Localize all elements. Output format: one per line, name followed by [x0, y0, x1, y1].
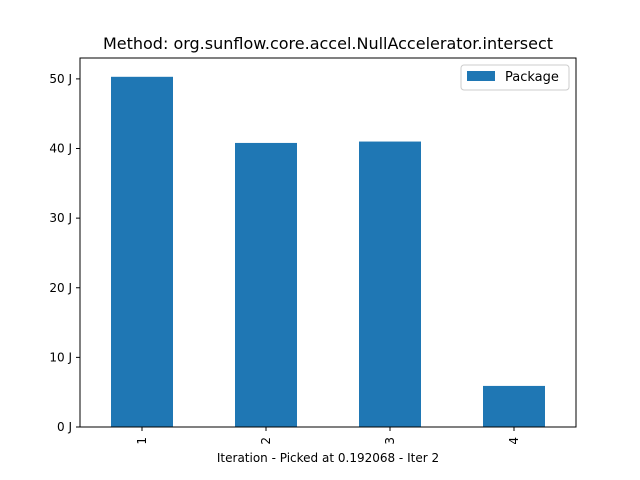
x-axis: 1 2 3 4: [135, 427, 521, 445]
bars-group: [111, 76, 545, 428]
legend-swatch: [467, 71, 495, 81]
bar-2: [235, 142, 297, 427]
x-axis-label: Iteration - Picked at 0.192068 - Iter 2: [217, 451, 439, 465]
x-tick-label: 4: [507, 437, 521, 445]
legend-label: Package: [505, 70, 559, 85]
x-tick-label: 1: [135, 437, 149, 445]
y-tick-label: 0 J: [57, 420, 72, 434]
legend: Package: [460, 64, 570, 91]
y-tick-label: 20 J: [49, 281, 72, 295]
bar-3: [359, 141, 421, 427]
chart-title: Method: org.sunflow.core.accel.NullAccel…: [103, 34, 553, 53]
y-axis: 0 J 10 J 20 J 30 J 40 J 50 J: [49, 72, 80, 434]
x-tick-label: 2: [259, 437, 273, 445]
y-tick-label: 40 J: [49, 142, 72, 156]
plot-frame: [79, 57, 577, 428]
y-tick-label: 30 J: [49, 211, 72, 225]
y-tick-label: 50 J: [49, 72, 72, 86]
bar-1: [111, 76, 173, 428]
y-tick-label: 10 J: [49, 350, 72, 364]
bar-4: [483, 385, 545, 427]
x-tick-label: 3: [383, 437, 397, 445]
